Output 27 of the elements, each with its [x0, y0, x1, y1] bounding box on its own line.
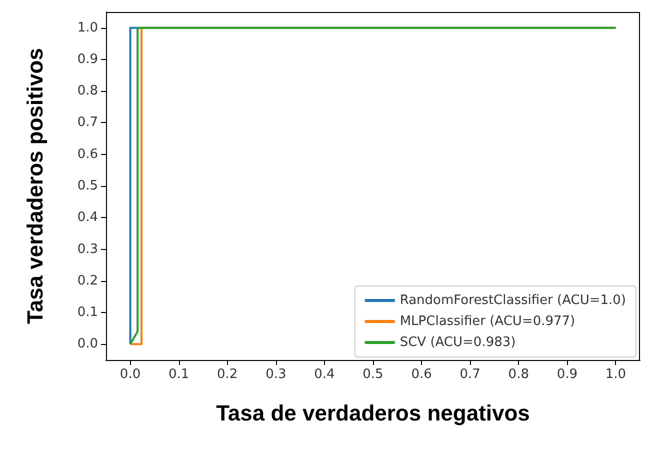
- x-tick-label: 0.1: [168, 367, 190, 382]
- y-tick-label: 0.2: [77, 273, 98, 288]
- y-tick-label: 0.1: [77, 305, 98, 320]
- legend-label: MLPClassifier (ACU=0.977): [400, 314, 576, 329]
- y-tick-label: 0.5: [77, 178, 98, 194]
- x-tick-label: 0.9: [556, 367, 578, 382]
- x-tick-label: 0.4: [314, 367, 335, 382]
- y-tick-label: 0.4: [77, 210, 98, 226]
- x-tick-label: 1.0: [605, 367, 626, 382]
- x-tick-label: 0.3: [266, 367, 286, 382]
- x-tick-label: 0.8: [508, 367, 529, 382]
- x-tick-label: 0.7: [460, 367, 480, 382]
- legend-label: SCV (ACU=0.983): [400, 335, 516, 350]
- y-tick-label: 0.8: [77, 84, 98, 99]
- x-tick-label: 0.2: [217, 367, 238, 382]
- x-tick-label: 0.0: [120, 367, 141, 382]
- x-tick-label: 0.6: [411, 367, 432, 382]
- y-tick-label: 0.7: [77, 115, 98, 130]
- y-tick-label: 0.9: [77, 52, 98, 67]
- legend-label: RandomForestClassifier (ACU=1.0): [400, 293, 626, 308]
- x-tick-label: 0.5: [362, 367, 384, 382]
- y-tick-label: 0.3: [77, 242, 98, 257]
- y-tick-label: 1.0: [77, 20, 98, 36]
- y-tick-label: 0.0: [77, 336, 98, 352]
- y-axis-title: Tasa verdaderos positivos: [22, 48, 48, 324]
- y-tick-label: 0.6: [77, 146, 98, 162]
- x-axis-title: Tasa de verdaderos negativos: [216, 400, 530, 426]
